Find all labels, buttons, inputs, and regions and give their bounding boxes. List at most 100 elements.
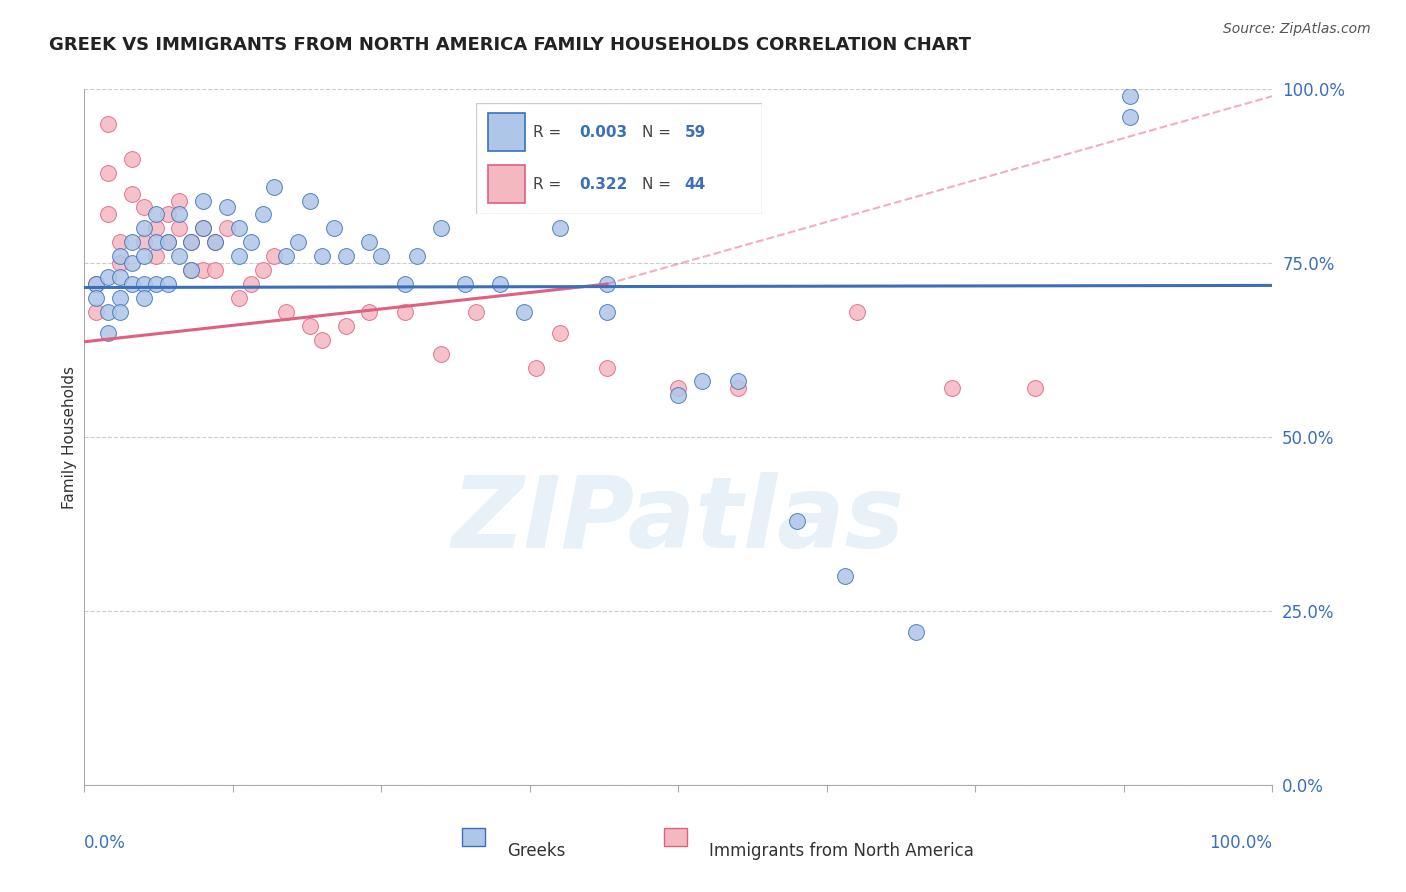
Point [394,277,416,291]
Point [1119,110,1142,124]
Point [145,207,167,221]
Point [359,235,381,250]
Point [311,333,333,347]
Point [263,249,285,263]
Point [215,221,238,235]
Point [845,305,868,319]
Point [215,201,238,215]
Text: GREEK VS IMMIGRANTS FROM NORTH AMERICA FAMILY HOUSEHOLDS CORRELATION CHART: GREEK VS IMMIGRANTS FROM NORTH AMERICA F… [49,36,972,54]
Point [97,117,120,131]
Point [97,270,120,285]
Point [145,235,167,250]
Point [191,263,215,277]
Point [359,305,381,319]
Point [335,249,357,263]
Text: 0.0%: 0.0% [84,834,127,852]
Point [311,249,333,263]
Text: Greeks: Greeks [508,842,565,860]
Point [453,277,475,291]
Point [524,360,547,375]
Point [548,326,571,340]
Point [430,221,453,235]
Point [430,346,453,360]
Point [145,221,167,235]
Point [1024,381,1046,395]
Point [191,221,215,235]
Point [84,291,107,305]
Point [394,305,416,319]
Point [276,305,298,319]
Point [180,235,202,250]
Text: Source: ZipAtlas.com: Source: ZipAtlas.com [1223,22,1371,37]
Point [191,194,215,208]
Point [180,263,202,277]
Point [108,235,131,250]
Point [108,291,131,305]
Point [276,249,298,263]
Point [239,235,262,250]
Point [596,277,619,291]
Point [97,326,120,340]
Point [668,381,690,395]
Point [108,270,131,285]
Point [204,235,226,250]
Point [121,277,143,291]
Point [513,305,536,319]
Point [548,221,571,235]
Point [489,277,512,291]
Point [156,235,179,250]
Point [121,152,143,166]
Point [121,235,143,250]
Point [132,291,155,305]
Point [121,186,143,201]
Text: ZIPatlas: ZIPatlas [451,472,905,569]
Point [228,221,250,235]
Point [596,305,619,319]
Point [252,207,274,221]
Point [97,305,120,319]
Point [145,249,167,263]
Point [322,221,344,235]
Point [132,249,155,263]
Point [228,249,250,263]
Point [727,375,749,389]
Point [108,305,131,319]
Point [252,263,274,277]
Point [84,277,107,291]
Point [84,277,107,291]
Point [108,249,131,263]
Point [169,194,191,208]
Point [690,375,713,389]
Point [108,256,131,270]
Point [97,166,120,180]
Point [335,318,357,333]
Point [727,381,749,395]
Point [169,207,191,221]
Point [145,277,167,291]
Point [156,277,179,291]
Point [905,624,928,639]
Point [169,249,191,263]
Point [228,291,250,305]
Point [668,388,690,402]
Point [132,277,155,291]
Point [84,305,107,319]
Point [299,318,322,333]
Point [287,235,309,250]
Point [132,235,155,250]
Point [239,277,262,291]
Point [370,249,392,263]
Point [132,221,155,235]
Point [941,381,963,395]
Point [1119,89,1142,103]
Point [263,179,285,194]
Point [596,360,619,375]
Point [180,235,202,250]
Point [299,194,322,208]
Point [121,256,143,270]
Point [204,235,226,250]
Point [406,249,429,263]
Point [465,305,488,319]
Point [156,235,179,250]
Y-axis label: Family Households: Family Households [62,366,77,508]
